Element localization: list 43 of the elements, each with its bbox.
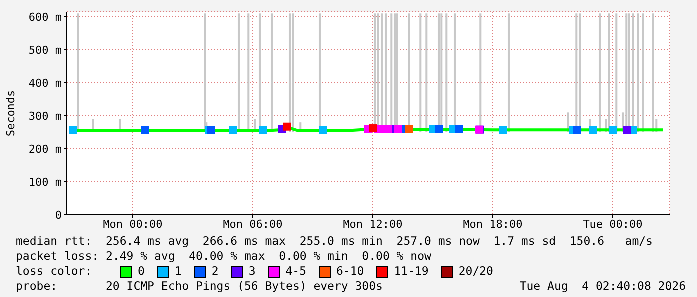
bar <box>616 14 618 132</box>
x-tick-label: Mon 00:00 <box>103 218 163 231</box>
bar <box>77 14 80 132</box>
text: median rtt: 256.4 ms avg 266.6 ms max 255.0 ms min 257.0 ms now 1.7 ms sd 150.6 am/s <box>16 234 654 249</box>
bar <box>248 14 250 132</box>
bar <box>288 14 291 132</box>
x-tick-label: Mon 06:00 <box>223 218 283 231</box>
y-axis-title: Seconds <box>4 90 18 137</box>
y-tick-label: 300 m <box>28 110 62 123</box>
bar <box>598 14 601 132</box>
text: probe: 20 ICMP Echo Pings (56 Bytes) every 300s <box>16 279 383 294</box>
legend-label: 3 <box>248 264 256 279</box>
x-tick-label: Tue 00:00 <box>583 218 643 231</box>
bar <box>270 14 273 132</box>
bar <box>608 14 610 132</box>
legend-label: 11-19 <box>393 264 429 279</box>
x-tick-label: Mon 12:00 <box>343 218 403 231</box>
legend-title: loss color: <box>16 264 94 279</box>
bar <box>204 14 206 132</box>
legend-label: 0 <box>137 264 145 279</box>
bar <box>238 14 240 132</box>
x-tick-label: Mon 18:00 <box>463 218 523 231</box>
legend-label: 4-5 <box>284 264 307 279</box>
legend-label: 1 <box>174 264 182 279</box>
bar <box>292 14 294 132</box>
bar <box>652 14 654 132</box>
bar <box>642 14 644 132</box>
y-tick-label: 100 m <box>28 176 62 189</box>
legend-label: 2 <box>210 264 219 279</box>
y-tick-label: 200 m <box>28 142 62 156</box>
y-tick-label: 400 m <box>28 76 62 90</box>
text: packet loss: 2.49 % avg 40.00 % max 0.00 % min 0.00 % now <box>16 249 432 264</box>
bar <box>420 14 422 132</box>
bar <box>446 14 448 132</box>
legend-label: 6-10 <box>336 264 364 279</box>
bar <box>426 14 428 132</box>
bar <box>637 14 640 132</box>
bar <box>508 14 510 132</box>
y-tick-label: 500 m <box>28 44 62 57</box>
y-tick-label: 0 <box>55 208 62 222</box>
y-tick-label: 600 m <box>28 10 62 24</box>
text: Tue Aug 4 02:40:08 2026 <box>520 279 686 294</box>
legend-label: 20/20 <box>458 264 494 279</box>
